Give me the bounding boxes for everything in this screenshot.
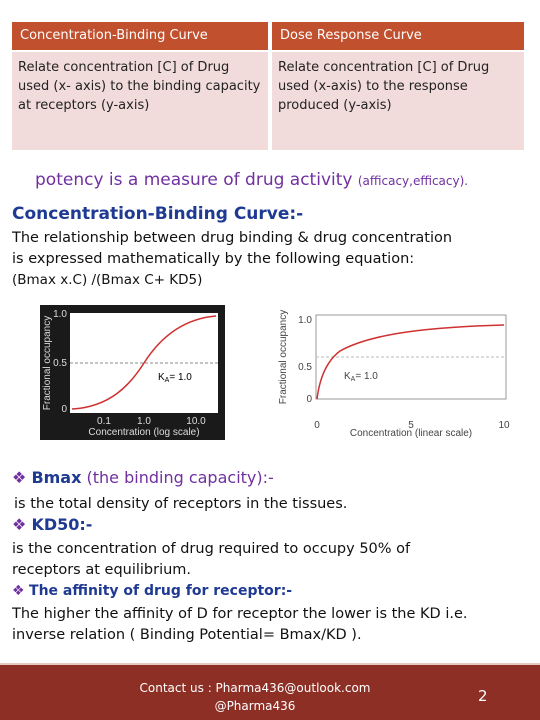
contact-handle: @Pharma436 <box>214 699 296 713</box>
bullet-head: ❖ Bmax (the binding capacity):- <box>12 468 274 487</box>
tick: 5 <box>408 420 414 431</box>
paragraph: The relationship between drug binding & … <box>12 228 462 291</box>
y-label: Fractional occupancy <box>42 316 53 411</box>
figure-linear: Fractional occupancy 1.0 0.5 0 0 5 10 Co… <box>278 310 510 439</box>
bullet-desc: The higher the affinity of D for recepto… <box>12 606 468 643</box>
table-header: Dose Response Curve <box>272 22 524 50</box>
bullet-rest: (the binding capacity):- <box>86 468 274 487</box>
potency-small: (afficacy,efficacy). <box>357 174 469 188</box>
tick: 1.0 <box>53 309 67 320</box>
y-label: Fractional occupancy <box>278 310 289 405</box>
tick: 10.0 <box>186 416 206 427</box>
tick: 0 <box>314 420 320 431</box>
bullet-head: ❖ The affinity of drug for receptor:- <box>12 583 292 599</box>
bullet-desc: is the concentration of drug required to… <box>12 541 411 578</box>
bullet-term: The affinity of drug for receptor:- <box>29 583 293 599</box>
contact-email: Contact us : Pharma436@outlook.com <box>139 681 371 695</box>
k-label: KA= 1.0 <box>344 371 378 383</box>
bullet-icon: ❖ <box>12 583 25 599</box>
page-number: 2 <box>478 687 488 705</box>
tick: 0 <box>306 394 312 405</box>
bullet-head: ❖ KD50:- <box>12 515 92 534</box>
curve <box>71 315 217 410</box>
paragraph-text: The relationship between drug binding & … <box>12 230 453 267</box>
table-cell: Relate concentration [C] of Drug used (x… <box>12 52 268 150</box>
potency: potency is a measure of drug activity (a… <box>35 170 468 190</box>
x-label: Concentration (log scale) <box>88 427 199 438</box>
section-title: Concentration-Binding Curve:- <box>12 204 304 224</box>
bullet-icon: ❖ <box>12 515 27 534</box>
equation: (Bmax x.C) /(Bmax C+ KD5) <box>12 272 203 288</box>
x-label: Concentration (linear scale) <box>350 428 472 439</box>
bullet-term: Bmax <box>31 468 82 487</box>
tick: 1.0 <box>298 315 312 326</box>
k-value: = 1.0 <box>169 372 192 383</box>
k-sub: A <box>165 377 170 384</box>
k-label: KA= 1.0 <box>158 372 192 384</box>
bullet-desc: is the total density of receptors in the… <box>14 496 348 512</box>
figure-log: Fractional occupancy 1.0 0.5 0 0.1 1.0 1… <box>40 305 225 440</box>
bullet-term: KD50:- <box>31 515 93 534</box>
k-sub: A <box>351 376 356 383</box>
tick: 0 <box>61 404 67 415</box>
k: K <box>344 371 351 382</box>
k: K <box>158 372 165 383</box>
table-cell: Relate concentration [C] of Drug used (x… <box>272 52 524 150</box>
table-header: Concentration-Binding Curve <box>12 22 268 50</box>
footer-rule <box>0 663 540 665</box>
tick: 10 <box>498 420 510 431</box>
footer: Contact us : Pharma436@outlook.com @Pharm… <box>0 663 540 720</box>
bullet-icon: ❖ <box>12 468 27 487</box>
tick: 0.5 <box>53 358 67 369</box>
k-value: = 1.0 <box>355 371 378 382</box>
potency-text: potency is a measure of drug activity <box>35 170 353 190</box>
tick: 0.1 <box>97 416 111 427</box>
contact: Contact us : Pharma436@outlook.com @Pharm… <box>130 679 380 715</box>
tick: 0.5 <box>298 362 312 373</box>
curve <box>316 324 505 400</box>
tick: 1.0 <box>137 416 151 427</box>
